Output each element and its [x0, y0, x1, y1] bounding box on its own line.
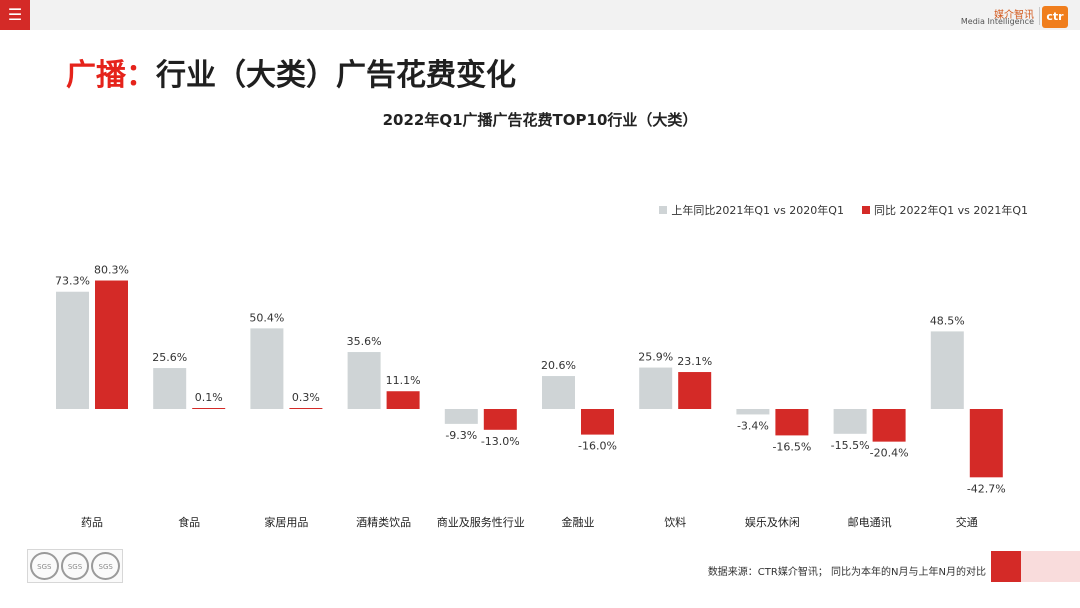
- category-label-5: 金融业: [562, 515, 595, 529]
- category-label-7: 娱乐及休闲: [745, 515, 800, 529]
- logo-english-text: Media Intelligence: [960, 17, 1034, 26]
- logo-divider: [1039, 7, 1040, 25]
- category-label-8: 邮电通讯: [848, 516, 892, 529]
- legend-label-curr: 同比 2022年Q1 vs 2021年Q1: [873, 204, 1028, 217]
- bar-curr-6: [678, 372, 712, 409]
- data-label-curr-6: 23.1%: [677, 355, 712, 368]
- data-label-prev-0: 73.3%: [55, 275, 90, 288]
- bar-prev-4: [444, 409, 478, 424]
- category-label-2: 家居用品: [264, 515, 308, 529]
- data-label-curr-4: -13.0%: [481, 435, 520, 448]
- bar-curr-9: [969, 409, 1003, 478]
- bar-prev-5: [542, 376, 575, 409]
- source-note: 数据来源：CTR媒介智讯； 同比为本年的N月与上年N月的对比: [707, 567, 986, 578]
- bar-prev-0: [56, 291, 89, 409]
- bar-prev-6: [639, 367, 673, 409]
- footer-red-block: [991, 551, 1021, 582]
- legend-swatch-prev: [659, 206, 668, 214]
- data-label-curr-1: 0.1%: [195, 391, 223, 404]
- data-label-prev-5: 20.6%: [541, 359, 576, 372]
- data-label-prev-8: -15.5%: [831, 439, 870, 452]
- sgs-badge-icon: SGS: [91, 552, 121, 580]
- bar-curr-4: [483, 409, 517, 430]
- bar-curr-2: [289, 408, 323, 409]
- legend-label-prev: 上年同比2021年Q1 vs 2020年Q1: [671, 204, 844, 217]
- bar-prev-7: [736, 409, 770, 415]
- bar-curr-8: [872, 409, 906, 442]
- top-bar: ☰ 媒介智讯 Media Intelligence ctr: [0, 0, 1080, 30]
- logo-chinese-text: 媒介智讯: [994, 10, 1034, 21]
- category-label-0: 药品: [81, 516, 103, 529]
- bar-prev-3: [347, 352, 381, 409]
- category-label-3: 酒精类饮品: [356, 515, 411, 529]
- data-label-curr-9: -42.7%: [967, 482, 1006, 495]
- data-label-prev-1: 25.6%: [152, 351, 187, 364]
- data-label-curr-5: -16.0%: [578, 440, 617, 453]
- data-label-prev-9: 48.5%: [930, 314, 965, 327]
- data-label-prev-4: -9.3%: [445, 429, 477, 442]
- page-title: 广播：行业（大类）广告花费变化: [66, 50, 516, 94]
- category-label-4: 商业及服务性行业: [437, 515, 525, 529]
- bar-prev-9: [930, 331, 964, 409]
- chart-legend: 上年同比2021年Q1 vs 2020年Q1 同比 2022年Q1 vs 202…: [659, 202, 1028, 218]
- page-title-main: 行业（大类）广告花费变化: [156, 58, 516, 93]
- data-label-prev-2: 50.4%: [249, 311, 284, 324]
- bar-prev-2: [250, 328, 284, 409]
- legend-item-prev: 上年同比2021年Q1 vs 2020年Q1: [659, 202, 844, 218]
- legend-swatch-curr: [861, 206, 870, 214]
- data-label-curr-3: 11.1%: [386, 374, 421, 387]
- bar-curr-5: [581, 409, 614, 435]
- data-label-curr-2: 0.3%: [292, 391, 320, 404]
- bar-curr-0: [95, 280, 128, 409]
- hamburger-icon[interactable]: ☰: [0, 0, 30, 30]
- bar-prev-8: [833, 409, 867, 434]
- category-label-6: 饮料: [664, 515, 686, 529]
- bar-curr-7: [775, 409, 809, 436]
- legend-item-curr: 同比 2022年Q1 vs 2021年Q1: [861, 202, 1028, 218]
- chart-title: 2022年Q1广播广告花费TOP10行业（大类）: [382, 111, 698, 129]
- data-label-prev-7: -3.4%: [737, 419, 769, 432]
- category-label-1: 食品: [178, 515, 200, 529]
- data-label-prev-3: 35.6%: [347, 335, 382, 348]
- bar-prev-1: [153, 368, 187, 409]
- sgs-badge-icon: SGS: [60, 552, 90, 580]
- data-label-prev-6: 25.9%: [638, 351, 673, 364]
- bar-chart: 73.3% 80.3% 药品 25.6% 0.1% 食品 50.4% 0.3% 家居用品 35.6…: [55, 264, 1006, 529]
- bar-curr-1: [192, 408, 226, 409]
- sgs-badge-icon: SGS: [30, 552, 59, 580]
- certification-badges: SGS SGS SGS: [27, 549, 123, 583]
- data-label-curr-0: 80.3%: [94, 264, 129, 277]
- bar-curr-3: [386, 391, 420, 409]
- data-label-curr-8: -20.4%: [870, 447, 909, 460]
- page-title-accent: 广播：: [66, 58, 156, 93]
- category-label-9: 交通: [956, 515, 978, 529]
- data-label-curr-7: -16.5%: [772, 440, 811, 453]
- ctr-logo-icon: ctr: [1042, 6, 1068, 28]
